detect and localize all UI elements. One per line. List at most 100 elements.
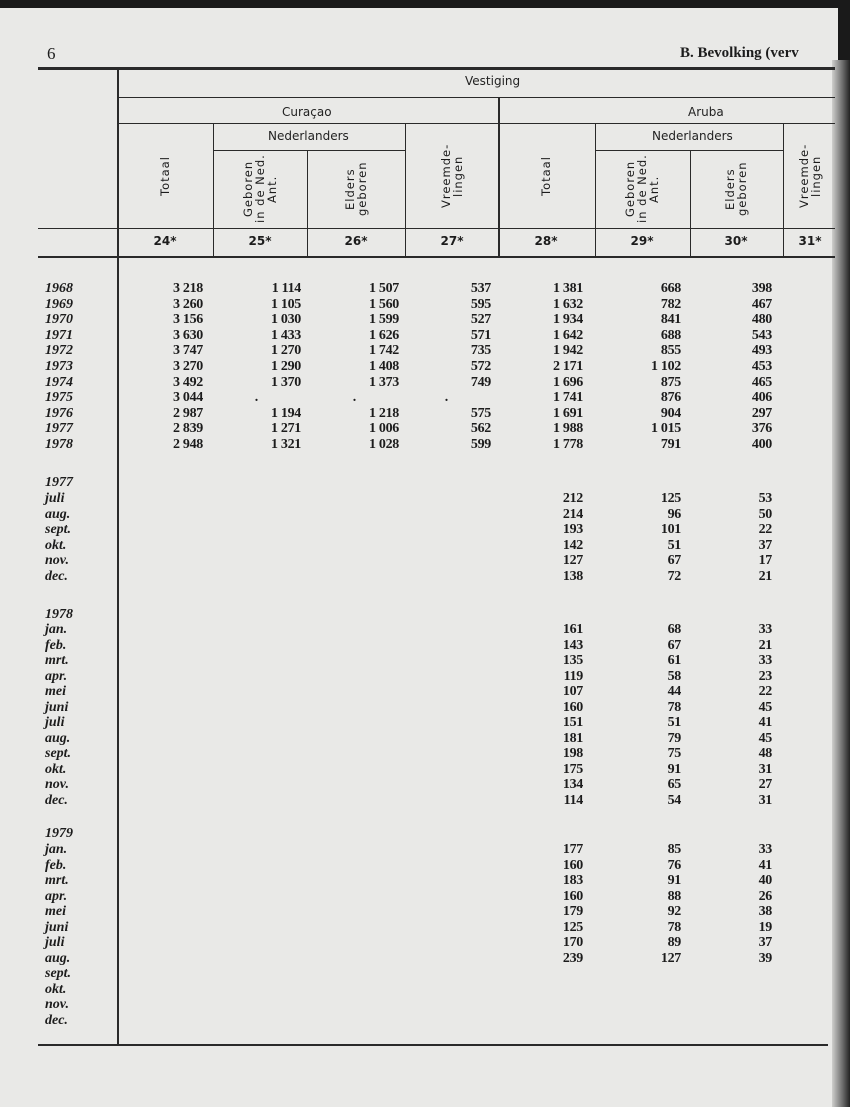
cell-col-30: 398 [751, 281, 772, 296]
cell-col-28: 142 [562, 537, 583, 553]
cell-col-30: 467 [751, 296, 772, 312]
cell-col-24: 3 260 [172, 296, 203, 312]
cell-col-29: 1 015 [650, 421, 681, 437]
row-label: juni [45, 919, 69, 935]
row-label: jan. [45, 842, 68, 857]
cell-col-27: 527 [470, 312, 491, 328]
column-header-29: Geboren in de Ned. Ant. [623, 154, 661, 224]
cell-col-29: 54 [667, 792, 682, 808]
cell-col-28: 160 [562, 888, 583, 904]
cell-col-28: 1 934 [552, 312, 583, 328]
row-label: mrt. [45, 653, 69, 668]
row-label: dec. [45, 1012, 68, 1028]
top-rule [38, 67, 835, 70]
row-label: mrt. [45, 873, 69, 888]
cell-col-28: 160 [562, 699, 583, 715]
header-curacao: Curaçao [282, 105, 332, 119]
rule-vestiging [117, 97, 835, 98]
cell-col-29: 72 [667, 568, 682, 584]
running-head: B. Bevolking (verv [680, 45, 799, 61]
row-label: juli [45, 491, 65, 506]
header-vestiging: Vestiging [465, 74, 521, 88]
header-aruba: Aruba [688, 105, 724, 119]
row-label: nov. [45, 997, 69, 1012]
cell-col-30: 37 [758, 537, 773, 553]
cell-col-30: 45 [758, 730, 773, 746]
column-header-27: Vreemde- lingen [439, 143, 465, 209]
cell-col-24: 3 044 [172, 390, 203, 406]
group-title: 1978 [45, 607, 73, 622]
stub-divider [117, 70, 119, 1045]
cell-col-25: 1 030 [270, 312, 301, 328]
cell-col-28: 1 691 [552, 405, 583, 421]
row-label: feb. [45, 637, 67, 653]
row-label: aug. [45, 730, 71, 746]
cell-col-24: 2 987 [172, 405, 203, 421]
group-title: 1979 [45, 826, 73, 841]
cell-col-30: 31 [758, 761, 773, 777]
row-label: okt. [45, 981, 67, 997]
cell-col-28: 239 [562, 950, 583, 966]
column-header-24: Totaal [158, 156, 172, 196]
row-label: dec. [45, 792, 68, 808]
cell-col-27: 562 [470, 421, 491, 437]
cell-col-24: 2 948 [172, 437, 203, 452]
group-title: 1977 [45, 475, 73, 490]
cell-col-30: 33 [758, 842, 773, 857]
cell-col-28: 134 [562, 777, 583, 792]
cell-col-26: 1 742 [368, 343, 399, 359]
cell-col-26: . [352, 390, 357, 406]
col-divider [690, 150, 691, 256]
cell-col-28: 214 [562, 506, 583, 522]
row-label: aug. [45, 506, 71, 522]
cell-col-24: 3 156 [172, 312, 203, 328]
cell-col-28: 143 [562, 637, 583, 653]
cell-col-24: 3 218 [172, 281, 203, 296]
cell-col-30: 53 [758, 491, 773, 506]
column-number: 28* [534, 234, 558, 248]
cell-col-29: 89 [667, 935, 682, 950]
column-number: 24* [153, 234, 177, 248]
col-divider [783, 123, 784, 256]
cell-col-28: 1 778 [552, 437, 583, 452]
cell-col-24: 2 839 [172, 421, 203, 437]
cell-col-30: 26 [758, 888, 773, 904]
rule-colnumbers [38, 228, 835, 229]
row-label: sept. [45, 746, 72, 761]
cell-col-28: 1 632 [552, 296, 583, 312]
cell-col-28: 135 [562, 653, 583, 668]
cell-col-26: 1 373 [368, 374, 399, 390]
cell-col-30: 19 [758, 919, 773, 935]
region-divider [498, 97, 500, 256]
cell-col-29: 101 [660, 522, 681, 537]
cell-col-28: 193 [562, 522, 583, 537]
cell-col-29: 67 [667, 637, 682, 653]
row-label: aug. [45, 950, 71, 966]
cell-col-28: 119 [563, 668, 584, 684]
cell-col-29: 668 [660, 281, 681, 296]
page-edge-shadow [832, 60, 850, 1107]
cell-col-30: 45 [758, 699, 773, 715]
cell-col-29: 67 [667, 553, 682, 568]
cell-col-29: 91 [667, 761, 682, 777]
cell-col-25: 1 105 [270, 296, 301, 312]
cell-col-28: 1 642 [552, 327, 583, 343]
row-label: 1977 [45, 421, 73, 437]
cell-col-29: 92 [667, 904, 682, 919]
cell-col-28: 151 [562, 715, 583, 730]
cell-col-28: 1 988 [552, 421, 583, 437]
cell-col-27: 572 [470, 359, 491, 374]
cell-col-29: 125 [660, 491, 681, 506]
cell-col-25: 1 194 [270, 405, 301, 421]
cell-col-29: 88 [667, 888, 682, 904]
row-label: apr. [45, 888, 68, 904]
row-label: 1973 [45, 359, 73, 374]
cell-col-29: 58 [667, 668, 682, 684]
cell-col-26: 1 218 [368, 405, 399, 421]
row-label: feb. [45, 857, 67, 873]
cell-col-25: 1 271 [270, 421, 301, 437]
cell-col-30: 23 [758, 668, 773, 684]
cell-col-24: 3 630 [172, 327, 203, 343]
cell-col-29: 96 [667, 506, 682, 522]
cell-col-29: 79 [667, 730, 682, 746]
